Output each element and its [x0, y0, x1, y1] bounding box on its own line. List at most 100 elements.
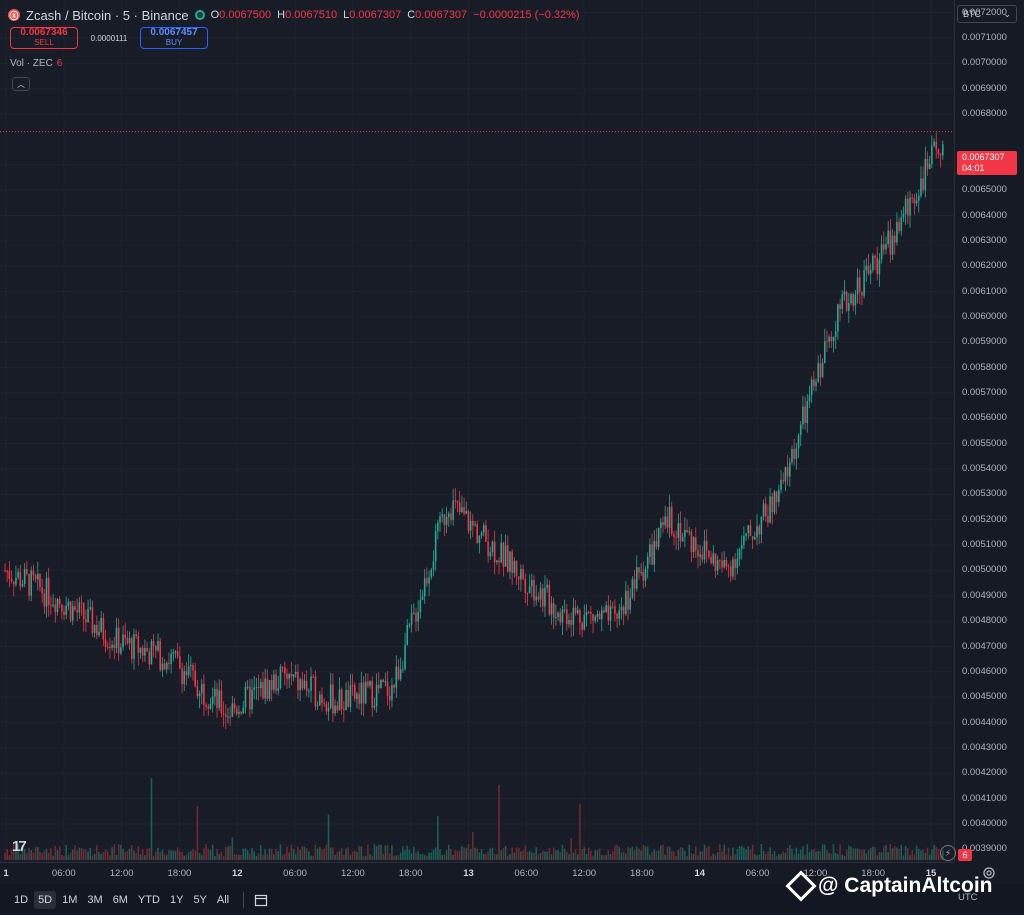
- volume-bar: [469, 849, 472, 860]
- volume-legend[interactable]: Vol · ZEC 6: [10, 58, 63, 69]
- candle-body: [767, 516, 769, 523]
- volume-bar: [489, 848, 492, 860]
- candle-body: [891, 235, 894, 255]
- period-button-3m[interactable]: 3M: [87, 893, 103, 906]
- volume-bar: [6, 848, 8, 860]
- period-button-1m[interactable]: 1M: [62, 893, 78, 906]
- volume-bar: [869, 848, 872, 860]
- candle-body: [579, 610, 581, 624]
- candle-body: [211, 696, 214, 704]
- price-tick-label: 0.0061000: [962, 285, 1007, 297]
- volume-bar: [80, 848, 83, 860]
- buy-button[interactable]: 0.0067457 BUY: [140, 27, 208, 49]
- price-chart[interactable]: [0, 0, 954, 862]
- candle-body: [128, 638, 131, 644]
- period-button-ytd[interactable]: YTD: [137, 893, 160, 906]
- volume-bar: [526, 852, 529, 860]
- volume-bar: [39, 851, 41, 860]
- volume-bar: [620, 852, 623, 860]
- time-tick-label: 12:00: [109, 868, 134, 879]
- candle-body: [340, 689, 343, 709]
- candle-body: [751, 536, 754, 540]
- time-tick-label: 18:00: [398, 868, 423, 879]
- volume-bar: [52, 855, 54, 860]
- volume-bar: [688, 844, 691, 860]
- candle-body: [642, 571, 645, 581]
- market-status-icon[interactable]: [194, 10, 205, 20]
- volume-bar: [511, 847, 513, 860]
- period-button-5y[interactable]: 5Y: [193, 893, 207, 906]
- candle-body: [268, 680, 271, 699]
- settings-gear-icon[interactable]: [982, 866, 996, 880]
- period-button-1y[interactable]: 1Y: [169, 893, 184, 906]
- candle-body: [633, 579, 636, 589]
- period-button-1d[interactable]: 1D: [14, 893, 29, 906]
- volume-bar: [120, 844, 122, 860]
- volume-bar: [684, 851, 686, 860]
- candle-body: [498, 560, 500, 563]
- candle-body: [863, 270, 865, 296]
- candle-body: [662, 522, 664, 526]
- candle-body: [163, 663, 166, 670]
- candle-body: [900, 217, 903, 231]
- volume-bar: [61, 854, 63, 860]
- collapse-legend-button[interactable]: ︿: [12, 77, 30, 91]
- price-axis[interactable]: [954, 0, 1024, 862]
- period-button-6m[interactable]: 6M: [112, 893, 128, 906]
- volume-bar: [937, 849, 940, 860]
- candle-body: [196, 686, 199, 697]
- volume-bar: [893, 846, 896, 860]
- candle-body: [885, 243, 887, 250]
- currency-select[interactable]: BTC ⌄: [957, 5, 1017, 23]
- price-tick-label: 0.0065000: [962, 184, 1007, 196]
- volume-bar: [810, 849, 813, 860]
- volume-bar: [633, 850, 636, 860]
- volume-bar: [482, 854, 485, 860]
- volume-bar: [904, 845, 907, 860]
- candle-body: [87, 608, 89, 623]
- volume-bar: [666, 846, 669, 860]
- volume-bar: [500, 850, 503, 860]
- timezone-label[interactable]: UTC: [958, 892, 978, 903]
- candle-body: [443, 514, 446, 525]
- volume-bar: [493, 854, 496, 860]
- volume-bar: [705, 847, 708, 860]
- candle-body: [329, 684, 332, 708]
- volume-bar: [882, 846, 885, 860]
- chart-area[interactable]: [0, 0, 954, 862]
- volume-bar: [541, 850, 544, 860]
- volume-bar: [187, 852, 190, 860]
- time-axis[interactable]: 1 06:00 12:00 18:00 12 06:00 12:00 18:00 13 06:00…: [0, 862, 954, 882]
- candle-body: [310, 676, 312, 691]
- volume-bar: [109, 855, 111, 860]
- candle-body: [96, 624, 98, 636]
- volume-bar: [596, 849, 599, 860]
- go-to-date-icon[interactable]: [254, 893, 268, 907]
- symbol-title[interactable]: Zcash / Bitcoin · 5 · Binance: [26, 7, 189, 23]
- volume-bar: [592, 855, 594, 860]
- candle-body: [511, 551, 513, 573]
- candle-body: [39, 573, 41, 588]
- candle-body: [474, 524, 476, 526]
- candle-body: [52, 604, 54, 606]
- volume-bar: [30, 850, 33, 860]
- candle-body: [524, 578, 527, 593]
- volume-bar: [531, 852, 533, 860]
- candle-body: [332, 684, 334, 714]
- sell-button[interactable]: 0.0067346 SELL: [10, 27, 78, 49]
- candle-body: [447, 513, 450, 517]
- candle-body: [106, 646, 109, 648]
- volume-bar: [179, 851, 181, 860]
- period-button-all[interactable]: All: [216, 893, 230, 906]
- candle-body: [388, 695, 391, 701]
- period-button-5d[interactable]: 5D: [34, 890, 57, 909]
- spread-value: 0.0000111: [90, 33, 128, 43]
- tradingview-logo[interactable]: 17: [12, 838, 27, 855]
- lightning-icon[interactable]: ⚡: [940, 845, 956, 861]
- candle-body: [190, 665, 192, 667]
- volume-bar: [585, 853, 588, 860]
- volume-bar: [373, 844, 376, 860]
- candle-body: [823, 341, 826, 363]
- volume-bar: [369, 854, 371, 860]
- candle-body: [570, 619, 572, 625]
